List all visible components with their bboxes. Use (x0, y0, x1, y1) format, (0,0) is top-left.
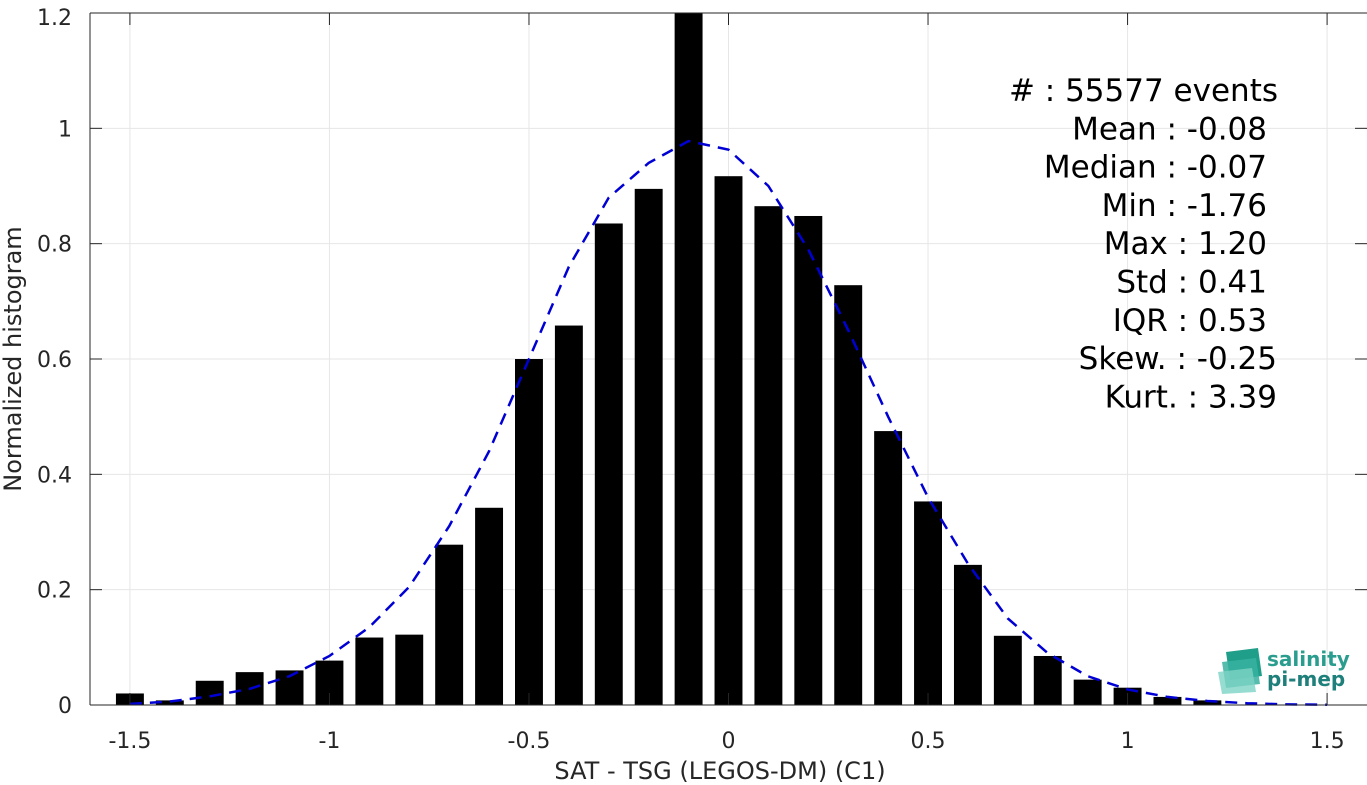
histogram-bar (914, 501, 942, 705)
histogram-bar (634, 188, 663, 706)
histogram-bar (794, 215, 823, 705)
histogram-bar (1153, 696, 1182, 705)
logo-line-1: salinity (1267, 647, 1350, 671)
stat-line: Median : -0.07 (1044, 150, 1267, 186)
x-tick-label: -0.5 (508, 729, 551, 754)
histogram-bar (515, 359, 543, 705)
stat-line: # : 55577 events (1009, 73, 1278, 109)
histogram-bar (554, 325, 583, 705)
stat-line: Max : 1.20 (1104, 226, 1267, 262)
stat-line: Mean : -0.08 (1072, 111, 1267, 147)
y-tick-label: 0.4 (37, 463, 72, 488)
x-tick-label: 1.5 (1310, 729, 1345, 754)
x-tick-label: 0 (722, 729, 736, 754)
x-tick-label: -1.5 (108, 729, 151, 754)
y-tick-label: 0.8 (37, 233, 72, 258)
x-axis-ticks: -1.5 -1 -0.5 0 0.5 1 1.5 (108, 13, 1345, 754)
histogram-bar (435, 544, 464, 705)
histogram-bar (195, 680, 224, 705)
histogram-bar (714, 176, 743, 706)
histogram-bar (674, 13, 703, 705)
histogram-bar (1033, 655, 1062, 705)
histogram-bar (1073, 679, 1102, 705)
gaussian-fit-line (129, 139, 1328, 706)
histogram-bar (475, 507, 504, 705)
histogram-bar (754, 206, 783, 705)
salinity-pimep-logo: salinity pi-mep (1218, 647, 1350, 694)
stat-line: Min : -1.76 (1102, 188, 1267, 224)
histogram-bar (594, 223, 623, 705)
x-axis-title: SAT - TSG (LEGOS-DM) (C1) (554, 757, 885, 785)
y-tick-label: 1.2 (37, 6, 72, 31)
x-tick-label: 0.5 (911, 729, 946, 754)
histogram-bar (395, 634, 424, 705)
histogram-bar (1193, 700, 1222, 705)
histogram-bars (115, 13, 1222, 706)
y-axis-ticks: 0 0.2 0.4 0.6 0.8 1 1.2 (37, 6, 1367, 719)
histogram-bar (355, 637, 384, 705)
logo-line-2: pi-mep (1267, 667, 1345, 691)
histogram-bar (953, 564, 982, 705)
waves-icon (1218, 648, 1262, 694)
histogram-bar (993, 635, 1022, 705)
stat-line: Kurt. : 3.39 (1105, 379, 1277, 415)
y-tick-label: 0 (58, 694, 72, 719)
x-tick-label: 1 (1121, 729, 1135, 754)
y-tick-label: 0.2 (37, 579, 72, 604)
stat-line: Std : 0.41 (1116, 265, 1267, 301)
histogram-bar (834, 285, 863, 705)
y-tick-label: 1 (58, 117, 72, 142)
y-tick-label: 0.6 (37, 348, 72, 373)
stat-line: IQR : 0.53 (1113, 303, 1267, 339)
stat-line: Skew. : -0.25 (1079, 341, 1277, 377)
y-axis-title: Normalized histogram (0, 226, 27, 491)
x-tick-label: -1 (318, 729, 340, 754)
histogram-bar (155, 700, 184, 705)
histogram-bar (874, 431, 903, 705)
